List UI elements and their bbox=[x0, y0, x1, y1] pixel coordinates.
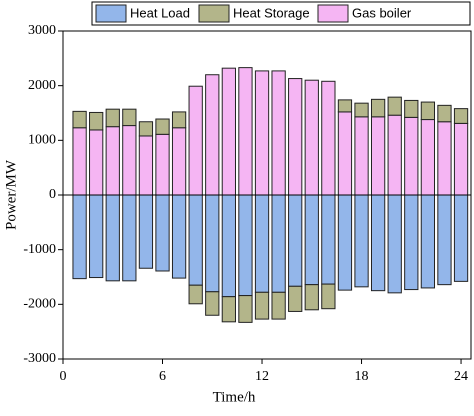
bar bbox=[288, 78, 303, 196]
bar bbox=[89, 111, 104, 131]
bar bbox=[205, 291, 220, 316]
bar bbox=[404, 99, 419, 118]
bar bbox=[171, 111, 187, 129]
bar bbox=[221, 296, 236, 323]
bar bbox=[238, 67, 253, 196]
bar bbox=[420, 194, 436, 289]
legend-swatch bbox=[317, 4, 349, 23]
bar bbox=[122, 194, 137, 282]
bar bbox=[370, 98, 386, 118]
bar bbox=[304, 284, 319, 311]
bar bbox=[288, 285, 303, 312]
bar bbox=[188, 85, 203, 196]
bar bbox=[354, 102, 369, 118]
bar bbox=[437, 194, 452, 286]
bar bbox=[254, 70, 270, 196]
bar bbox=[337, 194, 353, 291]
bar bbox=[122, 125, 137, 196]
legend-swatch bbox=[198, 4, 230, 23]
bar bbox=[188, 194, 203, 286]
bar bbox=[138, 135, 154, 196]
bar bbox=[171, 194, 187, 279]
legend-label: Heat Storage bbox=[233, 5, 310, 20]
bar bbox=[221, 67, 236, 196]
y-tick-label: 0 bbox=[49, 187, 56, 202]
bar bbox=[271, 291, 286, 320]
y-tick-label: 1000 bbox=[28, 133, 56, 148]
bar bbox=[155, 133, 170, 196]
y-tick-label: 3000 bbox=[28, 23, 56, 38]
bar bbox=[453, 122, 469, 196]
bar bbox=[238, 194, 253, 297]
bar bbox=[370, 194, 386, 292]
bar bbox=[321, 283, 336, 310]
bar bbox=[420, 119, 436, 196]
bar bbox=[321, 80, 336, 196]
x-tick-label: 12 bbox=[255, 369, 269, 384]
bar bbox=[138, 194, 154, 269]
x-axis-label: Time/h bbox=[213, 389, 256, 405]
legend-box bbox=[91, 1, 471, 26]
bar bbox=[72, 110, 87, 129]
bar bbox=[188, 284, 203, 305]
bar bbox=[370, 116, 386, 196]
x-tick-label: 24 bbox=[454, 369, 468, 384]
bar bbox=[155, 194, 170, 272]
bar bbox=[404, 116, 419, 196]
bar bbox=[105, 194, 120, 282]
bar bbox=[288, 194, 303, 287]
bar bbox=[221, 194, 236, 298]
bar bbox=[254, 194, 270, 293]
y-tick-label: -3000 bbox=[23, 351, 56, 366]
bar bbox=[89, 194, 104, 279]
bars bbox=[72, 67, 469, 323]
bar bbox=[404, 194, 419, 291]
bar bbox=[254, 291, 270, 320]
bar bbox=[171, 127, 187, 196]
bar bbox=[453, 108, 469, 124]
bar bbox=[321, 194, 336, 285]
bar bbox=[420, 101, 436, 121]
bar bbox=[437, 121, 452, 196]
y-tick-label: -1000 bbox=[23, 242, 56, 257]
legend-label: Gas boiler bbox=[352, 5, 412, 20]
bar bbox=[271, 70, 286, 196]
bar bbox=[205, 194, 220, 293]
y-tick-label: 2000 bbox=[28, 78, 56, 93]
bar bbox=[271, 194, 286, 293]
bar bbox=[72, 194, 87, 280]
bar bbox=[337, 111, 353, 196]
bar bbox=[205, 74, 220, 196]
bar bbox=[337, 99, 353, 113]
bar bbox=[453, 194, 469, 282]
bar bbox=[72, 127, 87, 196]
legend: Heat Load Heat Storage Gas boiler bbox=[91, 1, 471, 26]
bar bbox=[105, 108, 120, 128]
bar bbox=[238, 295, 253, 323]
bar bbox=[354, 116, 369, 196]
bar bbox=[89, 129, 104, 196]
bar bbox=[304, 194, 319, 286]
bar bbox=[122, 108, 137, 127]
bar bbox=[437, 104, 452, 123]
x-tick-label: 0 bbox=[60, 369, 67, 384]
bar bbox=[138, 121, 154, 137]
bar bbox=[155, 118, 170, 135]
bar bbox=[304, 79, 319, 196]
bar bbox=[387, 114, 402, 196]
y-axis-label: Power/MW bbox=[3, 159, 19, 230]
bar bbox=[354, 194, 369, 288]
legend-swatch bbox=[95, 4, 127, 23]
x-tick-label: 6 bbox=[159, 369, 166, 384]
bar bbox=[387, 96, 402, 116]
legend-label: Heat Load bbox=[130, 5, 190, 20]
y-tick-label: -2000 bbox=[23, 297, 56, 312]
bar bbox=[105, 126, 120, 196]
bar bbox=[387, 194, 402, 294]
x-tick-label: 18 bbox=[355, 369, 369, 384]
